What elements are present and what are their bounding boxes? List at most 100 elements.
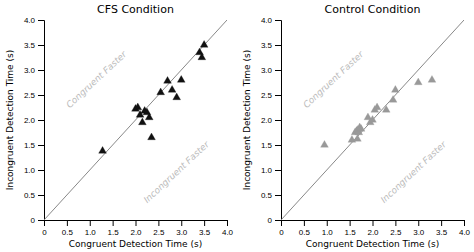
tick-mark: [373, 220, 374, 226]
tick: 3.5: [436, 220, 448, 237]
tick-label: 3.0: [176, 228, 188, 237]
tick-label: 1.5: [345, 228, 357, 237]
tick: 2.5: [261, 91, 281, 100]
tick: 2.0: [130, 220, 142, 237]
point: [321, 141, 329, 148]
point: [354, 135, 362, 142]
tick: 0: [268, 216, 281, 225]
plot-area: [44, 20, 227, 220]
tick-mark: [275, 45, 281, 46]
tick: 3.5: [24, 41, 44, 50]
title: Control Condition: [325, 3, 421, 16]
tick-label: 2.5: [390, 228, 402, 237]
tick-label: 2.0: [367, 228, 379, 237]
tick-mark: [38, 120, 44, 121]
tick-mark: [67, 220, 68, 226]
tick-label: 3.0: [261, 66, 273, 75]
tick-mark: [464, 220, 465, 226]
tick-label: 4.0: [459, 228, 471, 237]
tick: 4.0: [24, 16, 44, 25]
tick-label: 2.0: [130, 228, 142, 237]
point: [164, 77, 172, 84]
tick-mark: [204, 220, 205, 226]
tick-mark: [275, 220, 281, 221]
tick: 1.5: [108, 220, 120, 237]
tick-label: 0: [31, 216, 36, 225]
point: [138, 118, 146, 125]
point: [414, 78, 422, 85]
tick-mark: [227, 220, 228, 226]
tick: 0: [42, 220, 47, 237]
point: [168, 86, 176, 93]
point: [145, 113, 153, 120]
tick-label: 0: [279, 228, 284, 237]
tick-mark: [275, 20, 281, 21]
tick-label: 1.0: [261, 166, 273, 175]
tick-label: 3.5: [436, 228, 448, 237]
annotation: Congruent Faster: [64, 48, 129, 110]
tick-mark: [275, 195, 281, 196]
tick-label: 2.5: [153, 228, 165, 237]
tick-label: 1.5: [108, 228, 120, 237]
tick: 2.5: [390, 220, 402, 237]
x-axis-label: Congruent Detection Time (s): [306, 239, 439, 249]
axis-line: [45, 221, 228, 227]
tick-mark: [38, 170, 44, 171]
tick-label: 0: [268, 216, 273, 225]
tick-label: 4.0: [261, 16, 273, 25]
annotation: Incongruent Faster: [379, 138, 449, 204]
y-axis: 00.51.01.52.02.53.03.54.0: [24, 16, 45, 225]
point: [428, 76, 436, 83]
tick-mark: [441, 220, 442, 226]
tick-label: 3.0: [413, 228, 425, 237]
point: [382, 106, 390, 113]
tick-mark: [158, 220, 159, 226]
tick: 1.5: [345, 220, 357, 237]
tick: 0.5: [299, 220, 311, 237]
tick: 1.0: [322, 220, 334, 237]
tick-label: 2.5: [24, 91, 36, 100]
tick-label: 4.0: [222, 228, 234, 237]
tick-label: 3.0: [24, 66, 36, 75]
point: [373, 103, 381, 110]
plot-area: [281, 20, 464, 220]
tick: 1.0: [85, 220, 97, 237]
tick-mark: [38, 95, 44, 96]
tick-mark: [275, 145, 281, 146]
tick-mark: [327, 220, 328, 226]
tick-label: 4.0: [24, 16, 36, 25]
tick-mark: [395, 220, 396, 226]
point: [392, 86, 400, 93]
tick: 0.5: [261, 191, 281, 200]
tick: 4.0: [459, 220, 471, 237]
tick-label: 1.0: [322, 228, 334, 237]
point: [198, 53, 206, 60]
tick-label: 0.5: [261, 191, 273, 200]
axis-line: [38, 21, 45, 221]
tick-mark: [136, 220, 137, 226]
tick-mark: [90, 220, 91, 226]
tick: 0: [279, 220, 284, 237]
tick: 3.5: [261, 41, 281, 50]
tick: 0.5: [62, 220, 74, 237]
point: [148, 133, 156, 140]
tick: 1.5: [24, 141, 44, 150]
x-axis-label: Congruent Detection Time (s): [69, 239, 202, 249]
panel: 00.51.01.52.02.53.03.54.000.51.01.52.02.…: [242, 3, 471, 249]
tick: 0: [31, 216, 44, 225]
tick-mark: [418, 220, 419, 226]
diagonal-line: [281, 20, 464, 220]
tick-mark: [113, 220, 114, 226]
tick: 2.5: [153, 220, 165, 237]
axis-line: [282, 221, 465, 227]
point: [157, 88, 165, 95]
tick-mark: [275, 95, 281, 96]
point: [200, 41, 208, 48]
tick-mark: [38, 45, 44, 46]
tick-label: 1.0: [85, 228, 97, 237]
tick-mark: [181, 220, 182, 226]
annotation: Congruent Faster: [301, 48, 366, 110]
tick-mark: [38, 220, 44, 221]
tick: 2.0: [261, 116, 281, 125]
point: [369, 116, 377, 123]
